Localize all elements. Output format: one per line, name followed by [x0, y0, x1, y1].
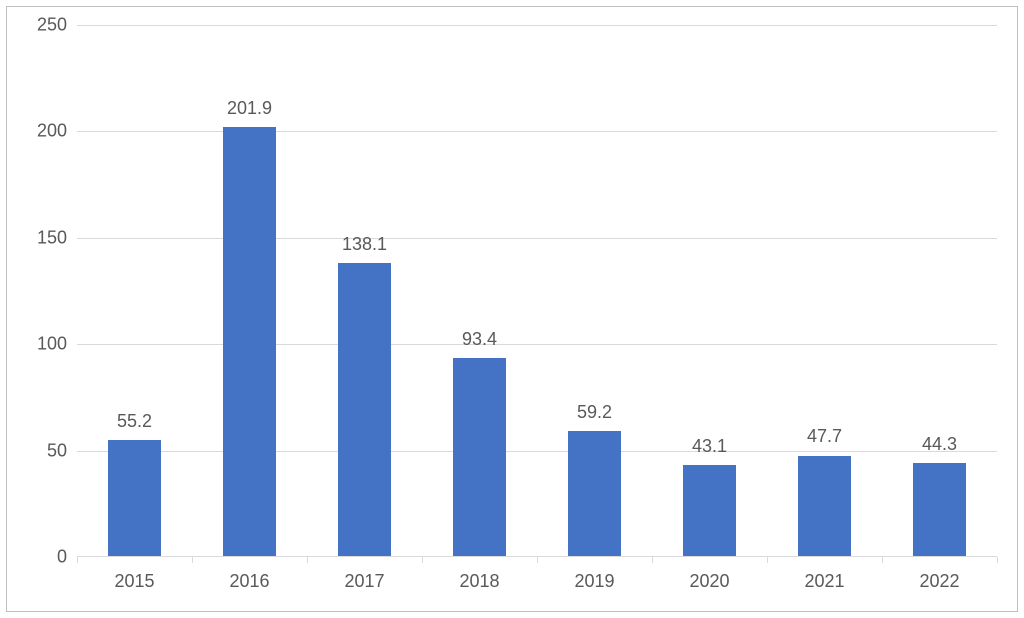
bars-layer: [77, 25, 997, 557]
x-tick-label: 2018: [459, 557, 499, 592]
bar: [568, 431, 621, 557]
y-tick-label: 200: [37, 121, 77, 142]
bar-value-label: 59.2: [577, 402, 612, 423]
x-tick-separator: [307, 557, 308, 563]
x-tick-label: 2022: [919, 557, 959, 592]
y-tick-label: 50: [47, 440, 77, 461]
bar-value-label: 43.1: [692, 436, 727, 457]
bar-value-label: 138.1: [342, 234, 387, 255]
bar-value-label: 55.2: [117, 411, 152, 432]
y-tick-label: 150: [37, 227, 77, 248]
bar-value-label: 201.9: [227, 98, 272, 119]
chart-frame: 0 50 100 150 200 250 2015 2016 2017 2018 2019 2020…: [6, 6, 1018, 612]
bar-value-label: 93.4: [462, 329, 497, 350]
x-tick-label: 2017: [344, 557, 384, 592]
x-tick-label: 2021: [804, 557, 844, 592]
x-tick-separator: [882, 557, 883, 563]
x-tick-label: 2015: [114, 557, 154, 592]
y-tick-label: 250: [37, 15, 77, 36]
bar-value-label: 47.7: [807, 426, 842, 447]
bar: [453, 358, 506, 557]
bar: [913, 463, 966, 557]
x-tick-separator: [77, 557, 78, 563]
bar: [223, 127, 276, 557]
x-tick-separator: [537, 557, 538, 563]
chart-container: 0 50 100 150 200 250 2015 2016 2017 2018 2019 2020…: [0, 0, 1024, 618]
y-tick-label: 0: [57, 547, 77, 568]
x-tick-separator: [652, 557, 653, 563]
bar: [798, 456, 851, 558]
bar: [683, 465, 736, 557]
bar: [338, 263, 391, 557]
y-tick-label: 100: [37, 334, 77, 355]
x-tick-separator: [422, 557, 423, 563]
plot-area: 050100150200250 201520162017201820192020…: [77, 25, 997, 557]
bar-value-label: 44.3: [922, 434, 957, 455]
x-tick-label: 2020: [689, 557, 729, 592]
x-tick-separator: [997, 557, 998, 563]
x-tick-separator: [767, 557, 768, 563]
x-tick-label: 2016: [229, 557, 269, 592]
x-tick-label: 2019: [574, 557, 614, 592]
x-tick-separator: [192, 557, 193, 563]
bar: [108, 440, 161, 557]
